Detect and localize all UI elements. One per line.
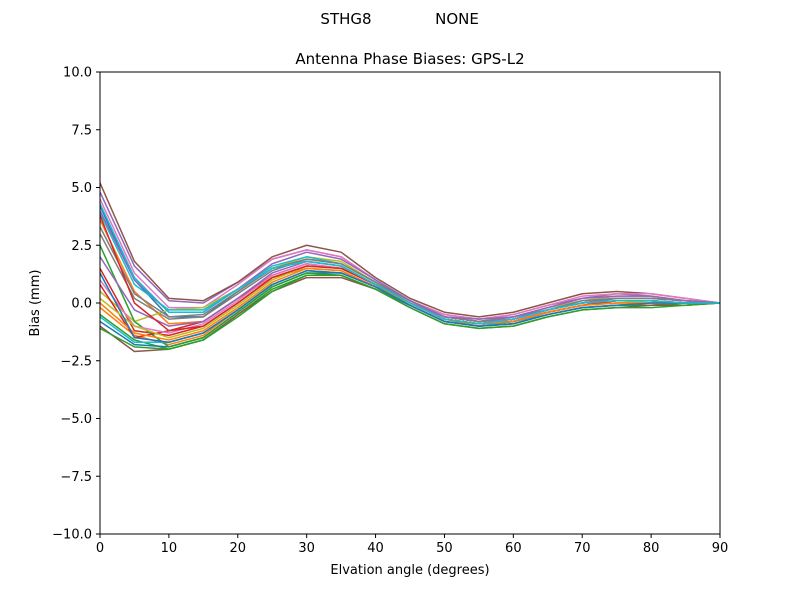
y-tick-label: 2.5 (71, 239, 92, 254)
x-tick-label: 80 (643, 541, 660, 556)
x-tick-label: 40 (367, 541, 384, 556)
series-line-25 (100, 269, 720, 344)
y-tick-label: 0.0 (71, 297, 92, 312)
x-tick-label: 0 (96, 541, 104, 556)
y-axis: −10.0 −7.5 −5.0 −2.5 0.0 2.5 5.0 7.5 10.0 (52, 66, 100, 543)
x-tick-label: 70 (574, 541, 591, 556)
y-tick-label: −5.0 (60, 412, 92, 427)
suptitle-radome: NONE (435, 10, 479, 28)
x-tick-label: 20 (230, 541, 247, 556)
x-tick-label: 30 (298, 541, 315, 556)
x-tick-label: 90 (712, 541, 729, 556)
series-line-21 (100, 274, 720, 350)
y-tick-label: −10.0 (52, 528, 92, 543)
series-line-26 (100, 203, 720, 325)
y-tick-label: −2.5 (60, 354, 92, 369)
x-tick-label: 10 (161, 541, 178, 556)
suptitle-station: STHG8 (320, 10, 371, 28)
series-line-6 (100, 182, 720, 318)
y-axis-label: Bias (mm) (28, 270, 43, 337)
y-tick-label: −7.5 (60, 470, 92, 485)
y-tick-label: 10.0 (63, 66, 92, 81)
y-tick-label: 5.0 (71, 181, 92, 196)
x-axis-label: Elvation angle (degrees) (330, 563, 489, 578)
series-line-22 (100, 214, 720, 332)
x-tick-label: 60 (505, 541, 522, 556)
series-lines (100, 182, 720, 353)
x-axis: 0 10 20 30 40 50 60 70 80 90 (96, 534, 728, 556)
x-tick-label: 50 (436, 541, 453, 556)
y-tick-label: 7.5 (71, 123, 92, 138)
chart-title: Antenna Phase Biases: GPS-L2 (295, 50, 524, 68)
